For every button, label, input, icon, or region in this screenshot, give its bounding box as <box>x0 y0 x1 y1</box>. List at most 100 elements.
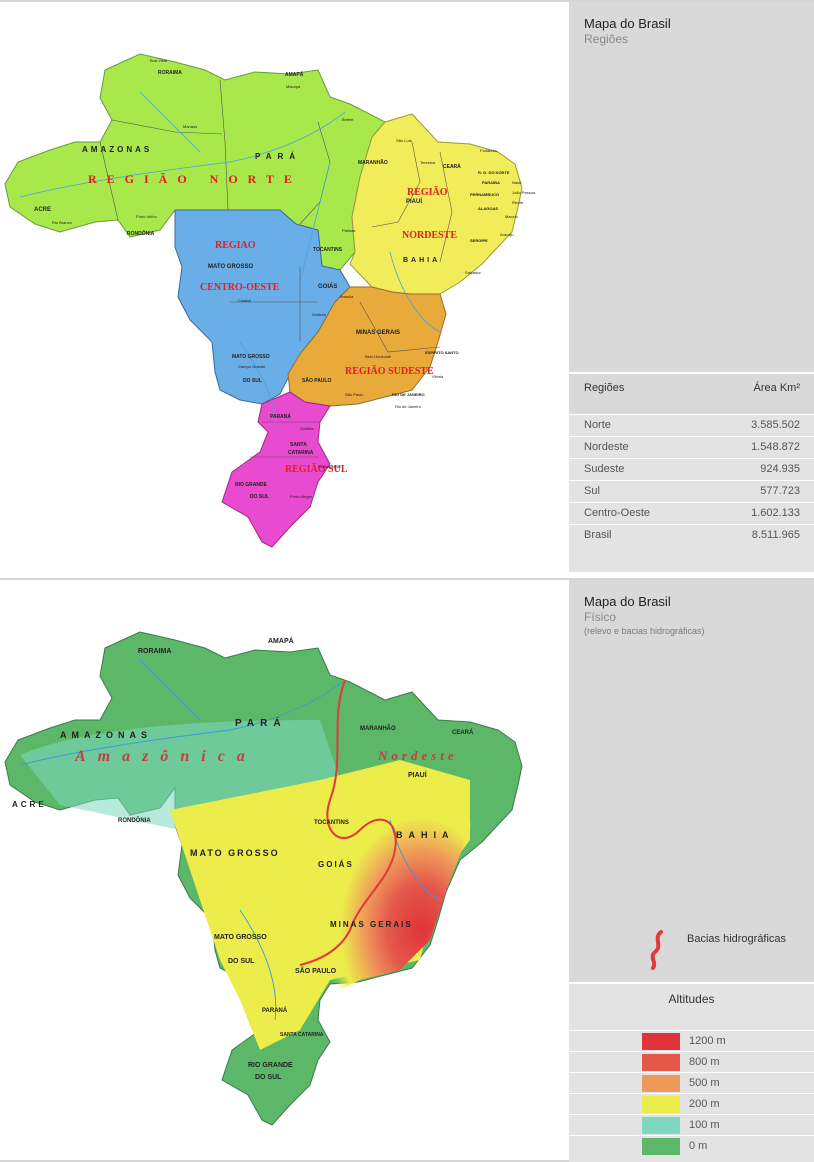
regions-map-svg <box>4 53 523 548</box>
phys-label-piaui: PIAUÍ <box>408 772 427 779</box>
altitude-label: 100 m <box>689 1119 720 1131</box>
regions-map: REGIÃO NORTE REGIÃO NORDESTE REGIAO CENT… <box>0 2 569 572</box>
cell-region: Nordeste <box>584 441 629 453</box>
label-roraima: RORAIMA <box>158 70 182 76</box>
cell-area: 1.548.872 <box>751 441 800 453</box>
table-row: Norte 3.585.502 <box>569 414 814 436</box>
label-teresina: Teresina <box>420 160 436 165</box>
physical-map-panel: RORAIMA AMAPÁ AMAZONAS PARÁ Amazônica AC… <box>0 578 814 1162</box>
label-parana: PARANÁ <box>270 414 292 420</box>
map-note: (relevo e bacias hidrográficas) <box>584 626 705 636</box>
highland-area <box>270 770 480 1060</box>
label-esp: ESPÍRITO SANTO <box>425 350 459 355</box>
label-vitoria: Vitória <box>432 374 444 379</box>
cell-region: Norte <box>584 419 611 431</box>
phys-label-para: PARÁ <box>235 718 287 729</box>
label-rio-branco: Rio Branco <box>52 220 72 225</box>
label-florianopolis: Florianópolis <box>318 464 341 469</box>
basin-boundary <box>299 679 397 966</box>
label-regiao-norte: REGIÃO NORTE <box>88 172 302 186</box>
label-maranhao: MARANHÃO <box>358 160 388 166</box>
altitude-swatch <box>642 1138 680 1155</box>
cell-area: 577.723 <box>760 485 800 497</box>
label-sao-paulo-city: São Paulo <box>345 392 364 397</box>
label-belo-horizonte: Belo Horizonte <box>365 354 392 359</box>
label-regiao-centro-1: REGIAO <box>215 240 256 251</box>
label-tocantins: TOCANTINS <box>313 247 343 253</box>
label-ceara: CEARÁ <box>443 164 461 170</box>
phys-label-rondonia: RONDÔNIA <box>118 818 151 824</box>
label-regiao-sudeste: REGIÃO SUDESTE <box>345 366 434 377</box>
rivers <box>19 659 441 1021</box>
phys-label-sao-paulo: SÃO PAULO <box>295 968 337 975</box>
label-paraiba: PARAÍBA <box>482 180 500 185</box>
phys-label-amapa: AMAPÁ <box>268 638 294 645</box>
phys-label-msul-1: MATO GROSSO <box>214 934 267 941</box>
label-cuiaba: Cuiabá <box>238 298 251 303</box>
cell-region: Centro-Oeste <box>584 507 651 519</box>
physical-map: RORAIMA AMAPÁ AMAZONAS PARÁ Amazônica AC… <box>0 580 569 1160</box>
altitude-legend-title: Altitudes <box>668 992 715 1006</box>
altitude-swatch <box>642 1075 680 1092</box>
label-bahia: BAHIA <box>403 257 441 264</box>
phys-label-rgs-2: DO SUL <box>255 1074 282 1081</box>
river-legend-label: Bacias hidrográficas <box>687 933 787 945</box>
altitude-row: 1200 m <box>569 1030 814 1052</box>
altitude-row: 100 m <box>569 1114 814 1136</box>
altitude-row: 800 m <box>569 1051 814 1073</box>
cell-region: Brasil <box>584 529 612 541</box>
phys-label-nordeste: Nordeste <box>378 748 458 763</box>
col-regions-header: Regiões <box>584 382 625 394</box>
label-msul-1: MATO GROSSO <box>232 354 270 360</box>
cell-area: 1.602.133 <box>751 507 800 519</box>
label-regiao-nordeste-1: REGIÃO <box>407 187 448 198</box>
label-porto-velho: Porto Velho <box>136 214 157 219</box>
label-porto-alegre: Porto Alegre <box>290 494 313 499</box>
label-recife: Recife <box>512 200 524 205</box>
table-row: Centro-Oeste 1.602.133 <box>569 502 814 524</box>
label-joao-pessoa: João Pessoa <box>512 190 536 195</box>
altitude-swatch <box>642 1054 680 1071</box>
altitude-swatch <box>642 1117 680 1134</box>
phys-label-tocantins: TOCANTINS <box>314 820 349 826</box>
altitude-label: 500 m <box>689 1077 720 1089</box>
table-row: Sudeste 924.935 <box>569 458 814 480</box>
label-palmas: Palmas <box>342 228 356 233</box>
region-sudeste[interactable] <box>287 286 447 407</box>
label-regiao-nordeste-2: NORDESTE <box>402 230 458 241</box>
altitude-label: 800 m <box>689 1056 720 1068</box>
label-goias: GOIÁS <box>318 284 338 290</box>
label-salvador: Salvador <box>465 270 481 275</box>
phys-label-acre: ACRE <box>12 800 47 809</box>
region-nordeste[interactable] <box>349 113 523 295</box>
label-amazonas: AMAZONAS <box>82 145 153 154</box>
label-sao-paulo: SÃO PAULO <box>302 378 332 384</box>
map-subtitle: Físico <box>584 610 617 624</box>
rivers <box>19 91 441 443</box>
phys-label-bahia: BAHIA <box>396 830 455 840</box>
phys-label-msul-2: DO SUL <box>228 958 255 965</box>
label-rondonia: RONDÔNIA <box>127 231 155 237</box>
area-table-header: Regiões Área Km² <box>569 372 814 414</box>
area-table: Regiões Área Km² Norte 3.585.502 Nordest… <box>569 372 814 572</box>
cell-area: 8.511.965 <box>751 529 800 541</box>
label-santa-1: SANTA <box>290 442 307 448</box>
label-pernambuco: PERNAMBUCO <box>470 192 500 197</box>
map-title: Mapa do Brasil <box>584 16 671 31</box>
cell-region: Sul <box>584 485 600 497</box>
altitude-label: 0 m <box>689 1140 708 1152</box>
label-sergipe: SERGIPE <box>470 238 488 243</box>
label-macapa: Macapá <box>286 84 301 89</box>
regions-map-panel: REGIÃO NORTE REGIÃO NORDESTE REGIAO CENT… <box>0 0 814 572</box>
map-title: Mapa do Brasil <box>584 594 671 609</box>
phys-label-roraima: RORAIMA <box>138 648 172 655</box>
label-regiao-centro-2: CENTRO-OESTE <box>200 282 280 293</box>
region-sul[interactable] <box>221 391 331 548</box>
physical-sidebar: Mapa do Brasil Físico (relevo e bacias h… <box>569 580 814 1162</box>
label-rio: RIO DE JANEIRO <box>392 392 425 397</box>
altitude-legend: Altitudes 1200 m 800 m 500 m 200 m 100 m <box>569 982 814 1162</box>
label-manaus: Manaus <box>183 124 198 129</box>
phys-label-santa: SANTA CATARINA <box>280 1032 324 1038</box>
physical-map-svg <box>4 631 523 1126</box>
label-santa-2: CATARINA <box>288 450 314 456</box>
